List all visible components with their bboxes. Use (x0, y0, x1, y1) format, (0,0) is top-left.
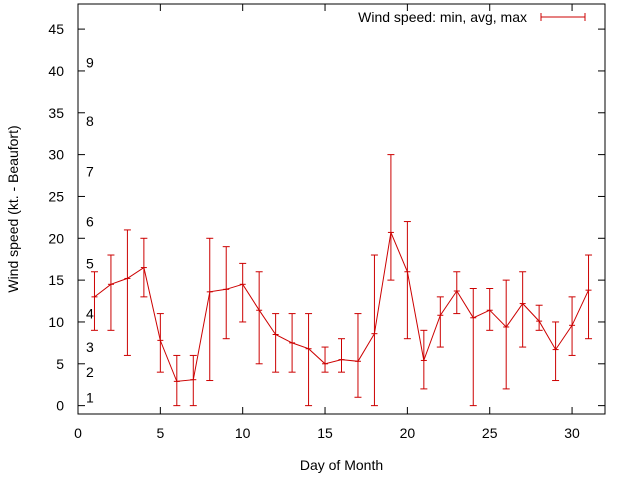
beaufort-label: 6 (86, 214, 94, 230)
series-wind-speed (90, 154, 593, 407)
y-tick-label: 45 (48, 21, 64, 37)
x-tick-label: 30 (564, 425, 580, 441)
x-tick-label: 15 (317, 425, 333, 441)
y-tick-label: 0 (56, 398, 64, 414)
y-tick-label: 10 (48, 314, 64, 330)
y-tick-label: 15 (48, 272, 64, 288)
y-tick-label: 30 (48, 147, 64, 163)
beaufort-label: 2 (86, 364, 94, 380)
beaufort-label: 4 (86, 306, 94, 322)
beaufort-label: 1 (86, 389, 94, 405)
legend-entry-label: Wind speed: min, avg, max (358, 9, 527, 25)
x-tick-label: 5 (156, 425, 164, 441)
x-axis-label: Day of Month (300, 457, 383, 473)
beaufort-label: 8 (86, 113, 94, 129)
y-tick-label: 25 (48, 188, 64, 204)
x-tick-label: 20 (400, 425, 416, 441)
y-tick-label: 35 (48, 105, 64, 121)
y-axis-label: Wind speed (kt. - Beaufort) (5, 125, 21, 292)
beaufort-label: 7 (86, 163, 94, 179)
plot-frame (77, 3, 606, 415)
x-tick-label: 0 (74, 425, 82, 441)
beaufort-label: 5 (86, 255, 94, 271)
beaufort-label: 3 (86, 339, 94, 355)
y-tick-label: 40 (48, 63, 64, 79)
x-tick-label: 25 (482, 425, 498, 441)
beaufort-label: 9 (86, 55, 94, 71)
y-tick-label: 20 (48, 230, 64, 246)
y-tick-label: 5 (56, 356, 64, 372)
beaufort-scale-labels: 1 2 3 4 5 6 7 8 9 (86, 55, 94, 406)
legend: Wind speed: min, avg, max (358, 9, 586, 25)
x-tick-label: 10 (235, 425, 251, 441)
